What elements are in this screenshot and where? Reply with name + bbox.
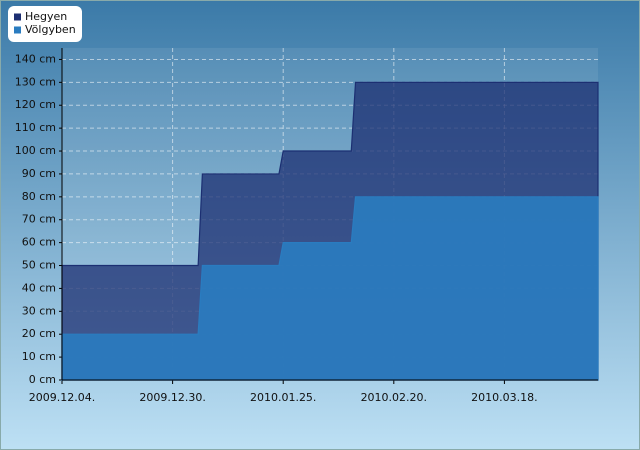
legend-label: Völgyben	[25, 23, 76, 36]
y-tick-label: 100 cm	[15, 144, 56, 157]
legend-swatch	[14, 13, 21, 21]
y-tick-label: 10 cm	[22, 350, 56, 363]
x-tick-label: 2009.12.30.	[139, 391, 205, 404]
y-tick-label: 40 cm	[22, 281, 56, 294]
x-tick-label: 2010.02.20.	[361, 391, 427, 404]
y-tick-label: 120 cm	[15, 98, 56, 111]
x-tick-label: 2010.03.18.	[471, 391, 537, 404]
y-tick-label: 0 cm	[29, 373, 56, 386]
y-tick-label: 20 cm	[22, 327, 56, 340]
legend-label: Hegyen	[25, 10, 67, 23]
y-tick-label: 130 cm	[15, 75, 56, 88]
legend-swatch	[14, 26, 21, 34]
y-tick-label: 50 cm	[22, 259, 56, 272]
y-tick-label: 110 cm	[15, 121, 56, 134]
y-tick-label: 30 cm	[22, 304, 56, 317]
y-tick-label: 90 cm	[22, 167, 56, 180]
x-tick-label: 2010.01.25.	[250, 391, 316, 404]
y-tick-label: 80 cm	[22, 190, 56, 203]
y-tick-label: 140 cm	[15, 52, 56, 65]
legend	[8, 6, 82, 42]
y-tick-label: 60 cm	[22, 236, 56, 249]
x-tick-label: 2009.12.04.	[29, 391, 95, 404]
y-tick-label: 70 cm	[22, 213, 56, 226]
